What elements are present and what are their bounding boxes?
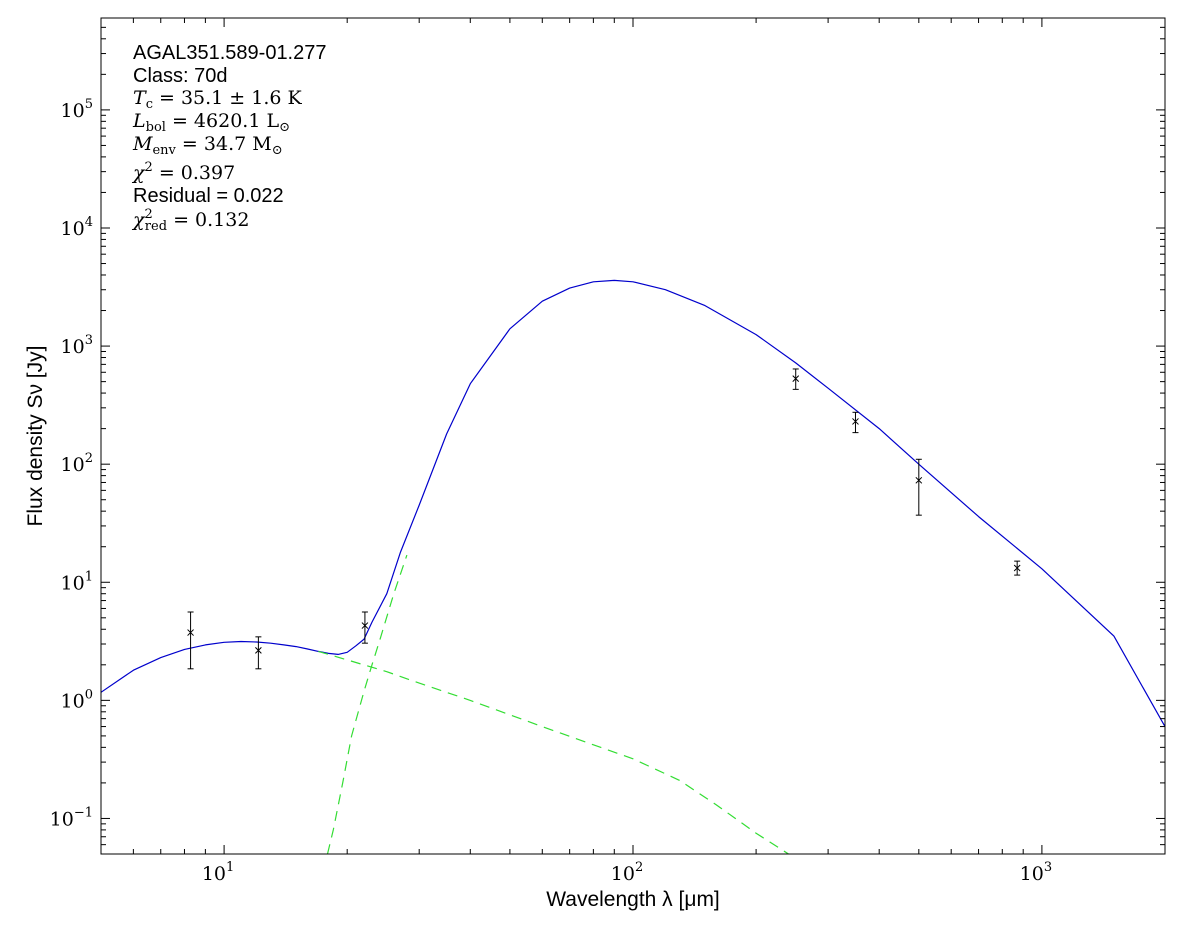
data-point — [187, 611, 194, 670]
axis-ticks: 101 102 103 10−1 100 101 102 103 104 105 — [50, 17, 1166, 885]
x-marker — [187, 629, 194, 636]
menv-annotation: Menv = 34.7 M⊙ — [132, 133, 283, 158]
data-point — [361, 611, 369, 644]
data-point — [915, 458, 923, 516]
chi2-annotation: χ2 = 0.397 — [131, 160, 235, 184]
x-marker — [915, 476, 923, 484]
lbol-annotation: Lbol = 4620.1 L⊙ — [132, 110, 290, 135]
y-tick-label: 10−1 — [50, 805, 93, 830]
tc-annotation: Tc = 35.1 ± 1.6 K — [133, 87, 303, 112]
residual-annotation: Residual = 0.022 — [133, 185, 284, 207]
x-tick-label: 102 — [611, 860, 643, 885]
source-name: AGAL351.589-01.277 — [133, 42, 327, 64]
observed-points — [187, 368, 1021, 670]
y-tick-label: 100 — [61, 687, 93, 712]
y-tick-label: 101 — [61, 569, 93, 594]
x-marker — [792, 375, 800, 382]
y-tick-label: 102 — [61, 451, 93, 476]
y-tick-label: 105 — [61, 97, 93, 122]
model-curves — [101, 279, 1165, 854]
data-point — [852, 411, 859, 434]
x-tick-label: 101 — [202, 860, 234, 885]
total-model-curve — [101, 279, 1165, 727]
data-point — [255, 636, 262, 670]
x-axis-label: Wavelength λ [μm] — [546, 888, 720, 911]
annotation-block: AGAL351.589-01.277 Class: 70d Tc = 35.1 … — [131, 42, 327, 234]
x-marker — [1013, 564, 1021, 572]
y-tick-label: 104 — [61, 215, 93, 240]
model-component-curve — [326, 554, 408, 854]
chi2red-annotation: χ2 red = 0.132 — [131, 207, 249, 234]
y-axis-label: Flux density Sν [Jy] — [24, 346, 47, 527]
data-point — [1013, 560, 1021, 576]
x-marker — [361, 622, 369, 629]
class-label: Class: 70d — [133, 65, 228, 87]
data-point — [792, 368, 800, 390]
y-tick-label: 103 — [61, 333, 93, 358]
x-marker — [255, 647, 262, 654]
plot-frame — [100, 17, 1166, 855]
x-tick-label: 103 — [1020, 860, 1052, 885]
model-component-curve — [318, 650, 789, 854]
x-marker — [852, 418, 859, 425]
